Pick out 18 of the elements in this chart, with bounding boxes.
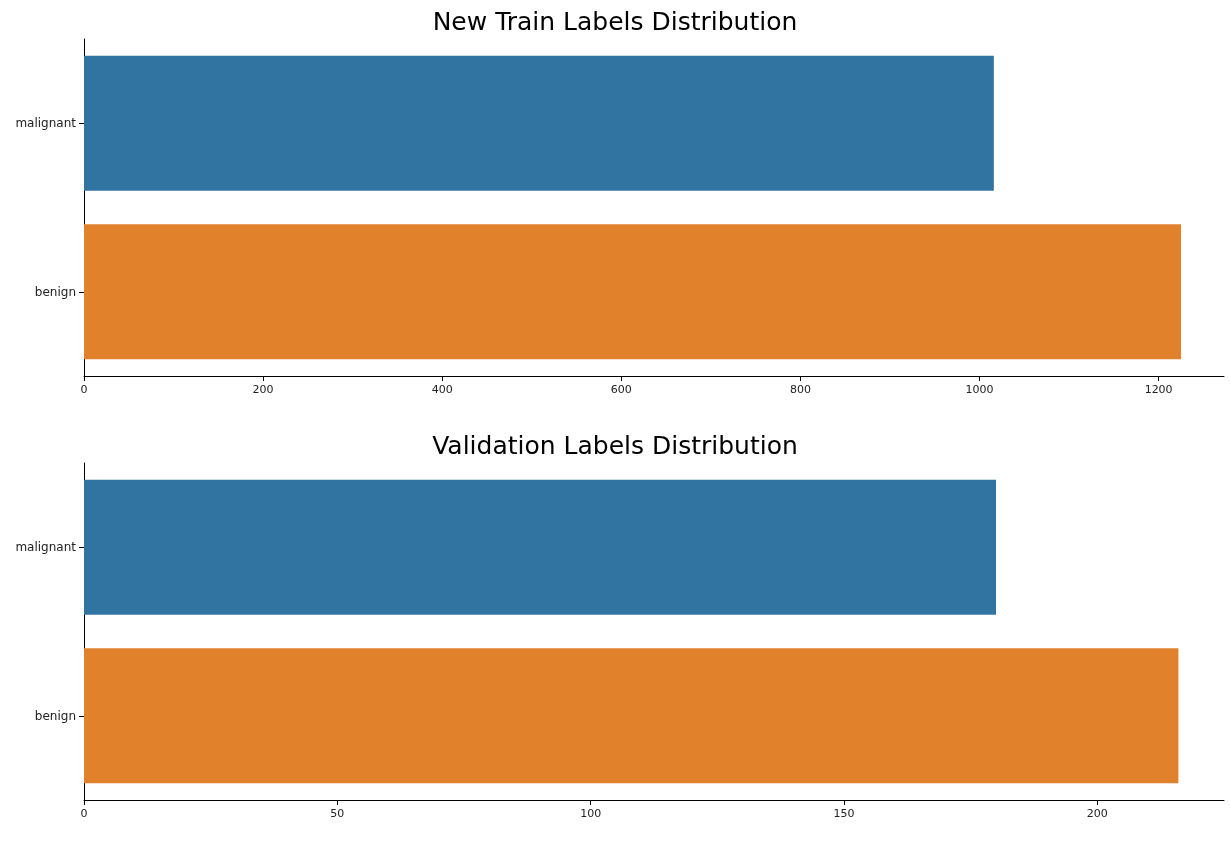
chart-title: Validation Labels Distribution [432, 431, 798, 460]
x-tick-label: 0 [80, 807, 88, 820]
x-tick-label: 400 [431, 383, 453, 396]
x-tick-label: 1200 [1144, 383, 1173, 396]
y-tick-label: benign [34, 284, 76, 299]
chart-title: New Train Labels Distribution [432, 7, 798, 36]
x-tick-label: 50 [330, 807, 345, 820]
x-tick-label: 200 [1086, 807, 1108, 820]
x-tick-label: 150 [833, 807, 855, 820]
y-tick-label: malignant [15, 540, 77, 555]
x-tick-label: 100 [580, 807, 602, 820]
y-tick-label: malignant [15, 116, 77, 131]
x-tick-label: 600 [610, 383, 632, 396]
x-tick-label: 200 [252, 383, 274, 396]
y-tick-label: benign [34, 708, 76, 723]
x-tick-label: 0 [80, 383, 88, 396]
x-tick-label: 800 [789, 383, 811, 396]
x-tick-label: 1000 [965, 383, 994, 396]
